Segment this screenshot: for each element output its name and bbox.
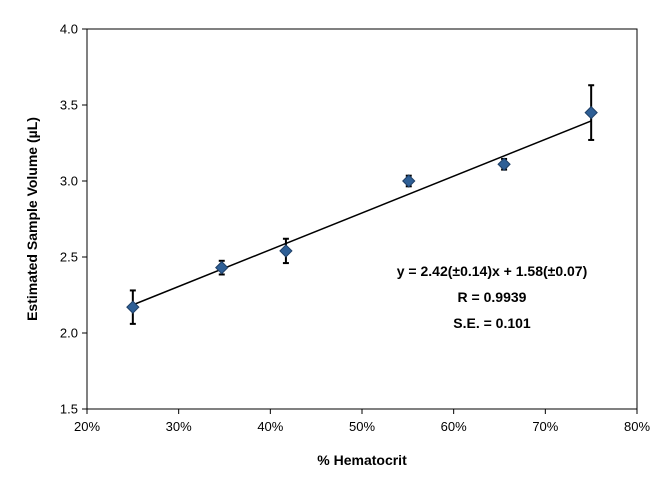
x-tick-label: 40% — [257, 419, 283, 434]
r-value-label: R = 0.9939 — [458, 289, 527, 305]
x-tick-label: 60% — [441, 419, 467, 434]
data-point — [215, 260, 229, 275]
fit-equation-label: y = 2.42(±0.14)x + 1.58(±0.07) — [397, 263, 588, 279]
y-tick-label: 1.5 — [60, 402, 78, 417]
x-tick-label: 80% — [624, 419, 650, 434]
data-point — [279, 244, 293, 258]
x-tick-label: 70% — [532, 419, 558, 434]
y-tick-label: 4.0 — [60, 22, 78, 37]
standard-error-label: S.E. = 0.101 — [453, 315, 531, 331]
data-point — [402, 174, 416, 188]
data-point — [497, 157, 511, 171]
x-tick-label: 20% — [74, 419, 100, 434]
y-tick-label: 3.0 — [60, 174, 78, 189]
data-point — [126, 300, 140, 314]
y-tick-label: 3.5 — [60, 98, 78, 113]
y-axis-title: Estimated Sample Volume (µL) — [24, 117, 40, 321]
x-tick-label: 30% — [166, 419, 192, 434]
y-axis-ticks: 1.5 2.0 2.5 3.0 3.5 4.0 — [60, 22, 87, 417]
y-tick-label: 2.0 — [60, 326, 78, 341]
x-tick-label: 50% — [349, 419, 375, 434]
data-points — [126, 105, 598, 314]
data-point — [584, 105, 598, 120]
fit-line — [132, 120, 592, 306]
fit-line-layer — [132, 120, 592, 306]
x-axis-title: % Hematocrit — [317, 452, 407, 468]
plot-area-frame — [86, 28, 638, 410]
y-tick-label: 2.5 — [60, 250, 78, 265]
x-axis-ticks: 20% 30% 40% 50% 60% 70% 80% — [74, 409, 650, 434]
